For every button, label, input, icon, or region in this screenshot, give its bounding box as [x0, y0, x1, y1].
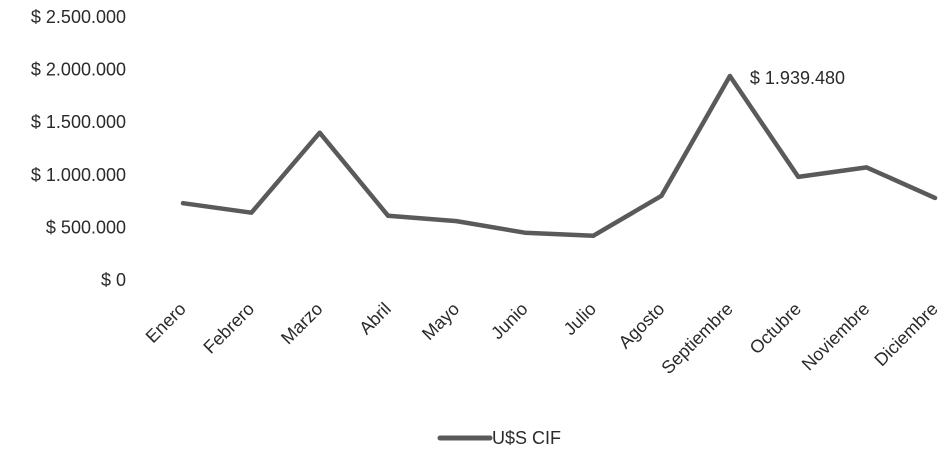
data-point: [317, 130, 322, 135]
x-tick-label: Septiembre: [657, 299, 736, 378]
x-tick-label: Octubre: [746, 299, 805, 358]
data-label: $ 1.939.480: [750, 68, 845, 88]
annotation-layer: $ 1.939.480: [750, 68, 845, 88]
data-point: [454, 219, 459, 224]
y-tick-label: $ 2.500.000: [31, 7, 126, 27]
x-axis: Enero Febrero Marzo Abril Mayo Junio Julio Agos…: [142, 299, 942, 378]
x-tick-label: Mayo: [418, 299, 463, 344]
x-tick-label: Abril: [355, 299, 395, 339]
x-tick-label: Noviembre: [798, 299, 874, 375]
series-line: [180, 73, 938, 239]
data-point: [659, 193, 664, 198]
y-axis: $ 0 $ 500.000 $ 1.000.000 $ 1.500.000 $ 2.00…: [31, 7, 126, 290]
data-point: [249, 210, 254, 215]
data-point: [181, 201, 185, 206]
x-tick-label: Junio: [487, 299, 532, 344]
y-tick-label: $ 1.000.000: [31, 165, 126, 185]
data-point: [727, 73, 732, 78]
legend: U$S CIF: [437, 428, 561, 448]
x-tick-label: Febrero: [199, 299, 258, 358]
data-point: [864, 165, 869, 170]
y-tick-label: $ 500.000: [46, 217, 126, 237]
x-tick-label: Diciembre: [870, 299, 941, 370]
data-point: [591, 233, 596, 238]
data-point: [933, 195, 937, 200]
x-tick-label: Marzo: [277, 299, 327, 349]
legend-label: U$S CIF: [492, 428, 561, 448]
y-tick-label: $ 0: [101, 270, 126, 290]
data-point: [796, 174, 801, 179]
data-point: [386, 213, 391, 218]
x-tick-label: Julio: [560, 299, 600, 339]
series-layer: [180, 73, 938, 239]
data-point: [522, 230, 527, 235]
x-tick-label: Enero: [142, 299, 190, 347]
y-tick-label: $ 2.000.000: [31, 60, 126, 80]
x-tick-label: Agosto: [615, 299, 669, 353]
y-tick-label: $ 1.500.000: [31, 112, 126, 132]
